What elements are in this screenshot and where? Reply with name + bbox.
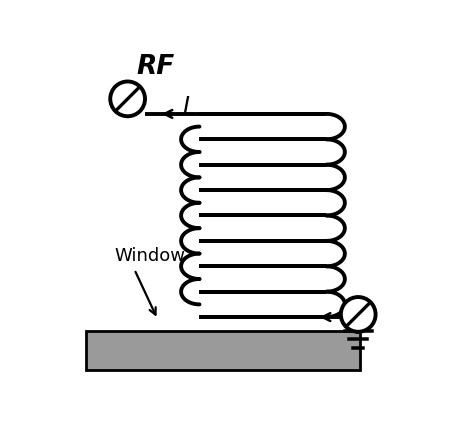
Circle shape [341,297,375,332]
Bar [86,331,360,370]
Text: I: I [182,95,190,119]
Circle shape [110,82,145,116]
Text: RF: RF [137,54,175,80]
Text: Window: Window [114,247,185,265]
